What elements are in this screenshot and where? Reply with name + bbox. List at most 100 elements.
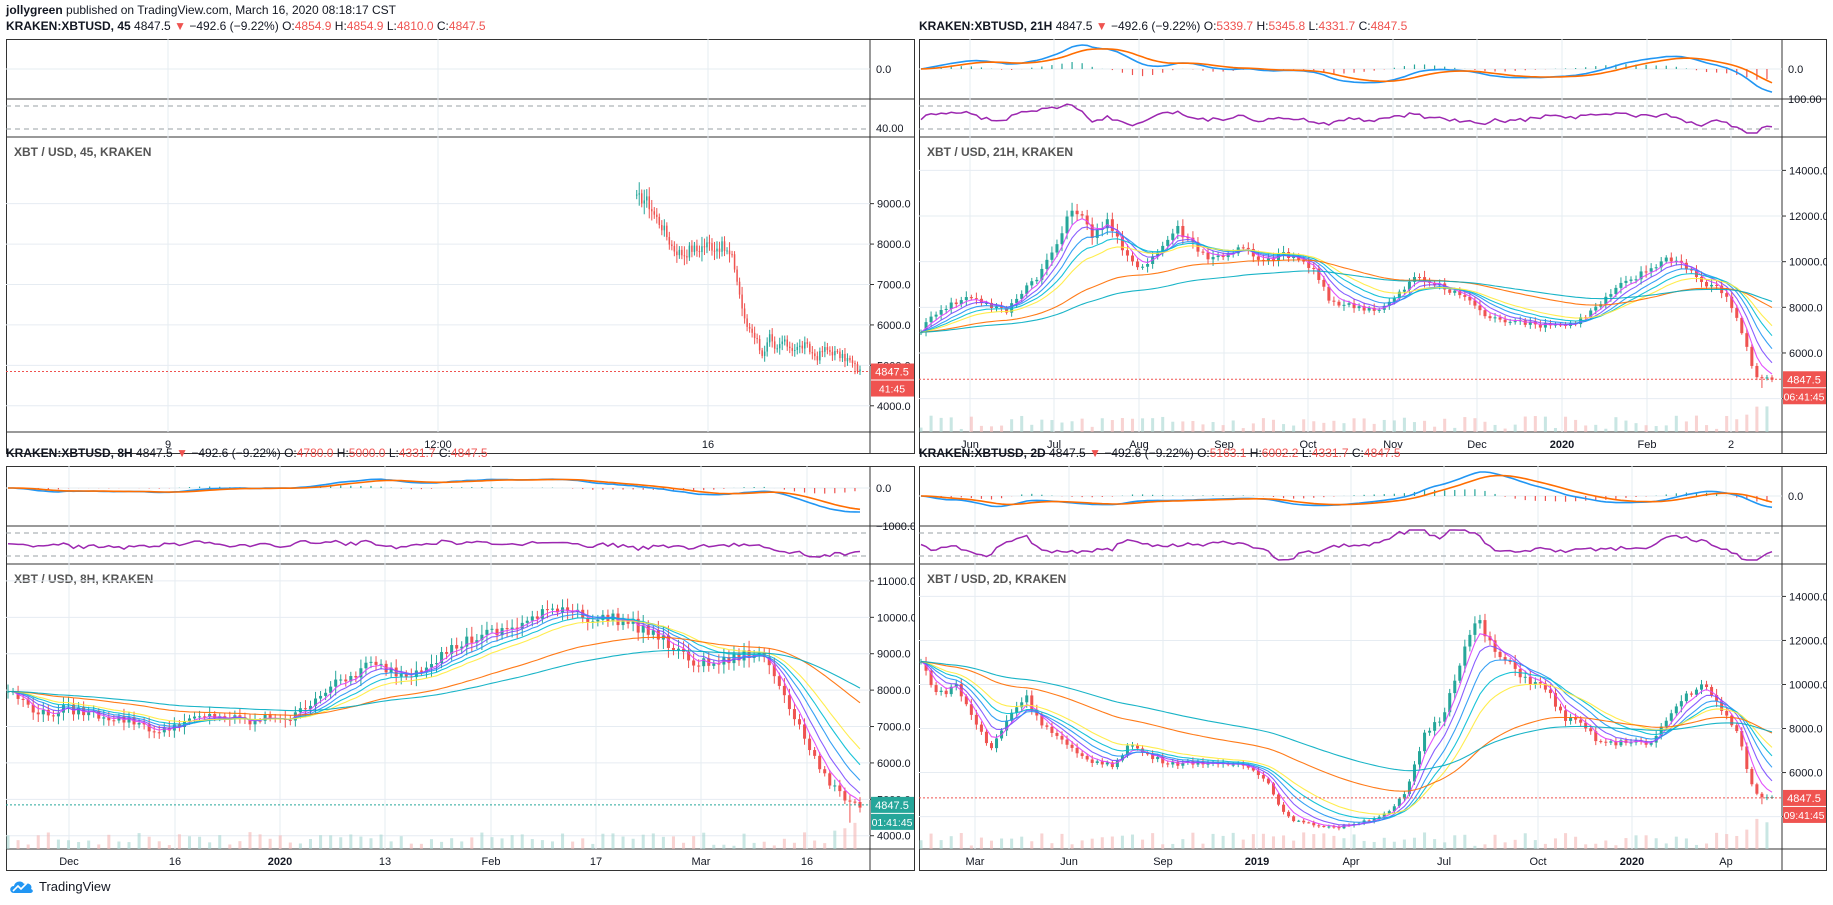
volume-bar [450,838,454,849]
candle-body [939,310,943,315]
volume-bar [561,833,565,849]
candle-body [1181,762,1185,766]
chart-canvas[interactable]: Mar Jun Sep 2019 Apr Jul Oct 2020 Ap 0.0 XBT / USD… [919,466,1827,871]
volume-bar [1322,422,1326,432]
candle-body [1533,682,1537,685]
candle-body [656,214,658,217]
volume-bar [258,834,262,849]
volume-bar [1423,832,1427,849]
volume-bar [671,836,675,849]
candle-body [1669,713,1673,721]
candle-body [1040,715,1044,726]
candle-body [364,662,368,669]
candle-body [1357,306,1361,309]
candle-body [429,664,433,668]
volume-bar [611,833,615,849]
candle-body [1352,303,1356,309]
candle-body [939,690,943,693]
x-tick-label: Aug [1129,439,1149,451]
candle-body [1065,216,1069,234]
volume-bar [117,841,121,849]
candle-body [794,349,796,351]
symbol-name: KRAKEN:XBTUSD, 21H [919,19,1053,33]
candle-body [349,676,353,682]
chart-canvas[interactable]: Dec 16 2020 13 Feb 17 Mar 16 0.0 −1000.0 XBT / USD… [6,466,915,871]
symbol-name: KRAKEN:XBTUSD, 8H [6,446,133,460]
candle-body [394,667,398,677]
candle-body [804,342,806,349]
chart-canvas[interactable]: Jun Jul Aug Sep Oct Nov Dec 2020 Feb 2 0.0 100.00 XB… [919,39,1827,454]
volume-bar [1040,833,1044,849]
moving-average-line [8,620,861,750]
candle-body [1020,293,1024,299]
candle-body [1765,377,1769,379]
candle-body [1453,680,1457,694]
volume-bar [803,832,807,849]
moving-average-line [920,661,1773,792]
candle-body [1629,742,1633,744]
candle-body [821,351,824,353]
x-tick-label: Nov [1383,439,1403,451]
candle-body [1206,763,1210,765]
tradingview-logo[interactable]: TradingView [8,878,111,896]
x-tick-label: 2020 [1550,439,1574,451]
y-tick-label: 9000.0 [877,649,911,661]
candle-body [359,668,363,678]
candle-body [801,345,804,349]
volume-bar [792,842,796,849]
volume-bar [1765,406,1769,432]
macd-tick-label: 0.0 [1788,491,1803,503]
countdown-tag [871,813,914,830]
candle-body [1745,333,1749,347]
volume-bar [1735,835,1739,849]
candle-body [1407,781,1411,795]
candle-body [1055,732,1059,736]
volume-bar [1332,420,1336,432]
candle-body [1654,267,1658,269]
volume-bar [732,845,736,849]
y-tick-label: 4000.0 [877,831,911,843]
candle-body [1176,762,1180,766]
last-price: 4847.5 [134,19,171,33]
last-price-tag [871,796,914,813]
x-tick-label: Oct [1529,856,1546,868]
volume-bar [1100,837,1104,849]
candle-body [653,211,656,215]
volume-bar [1372,423,1376,432]
last-price-tag [1783,371,1826,388]
volume-bar [1100,418,1104,432]
candle-body [1493,317,1497,319]
y-tick-label: 4000.0 [877,401,911,413]
volume-bar [1624,838,1628,849]
publish-info: jollygreen published on TradingView.com,… [6,3,396,17]
candle-body [1156,252,1160,257]
candle-body [1241,247,1245,249]
volume-bar [833,830,837,849]
price-change: −492.6 (−9.22%) [189,19,279,33]
volume-bar [1483,421,1487,432]
volume-bar [1564,416,1568,432]
candle-body [686,256,688,258]
price-change: −492.6 (−9.22%) [1104,446,1194,460]
chart-pane-45m[interactable]: KRAKEN:XBTUSD, 45 4847.5 ▼ −492.6 (−9.22… [6,19,915,454]
candle-body [1277,794,1281,805]
volume-bar [1533,840,1537,849]
author-name[interactable]: jollygreen [6,3,63,17]
chart-pane-8h[interactable]: KRAKEN:XBTUSD, 8H 4847.5 ▼ −492.6 (−9.22… [6,446,915,871]
candle-body [1639,271,1643,280]
countdown-tag [871,380,914,397]
candle-body [1715,695,1719,701]
volume-bar [77,842,81,849]
candle-body [485,629,489,635]
chart-pane-21h[interactable]: KRAKEN:XBTUSD, 21H 4847.5 ▼ −492.6 (−9.2… [919,19,1827,454]
candle-body [831,351,834,356]
candle-body [1735,725,1739,732]
candle-body [1151,754,1155,760]
volume-bar [989,426,994,432]
volume-bar [1271,419,1275,432]
chart-canvas[interactable]: 9 12:00 16 0.0 40.00 XBT / USD, 45, KRAKEN 900… [6,39,915,454]
chart-pane-2d[interactable]: KRAKEN:XBTUSD, 2D 4847.5 ▼ −492.6 (−9.22… [919,446,1827,871]
volume-bar [1503,428,1507,432]
volume-bar [1292,840,1296,849]
candle-body [1443,712,1447,722]
